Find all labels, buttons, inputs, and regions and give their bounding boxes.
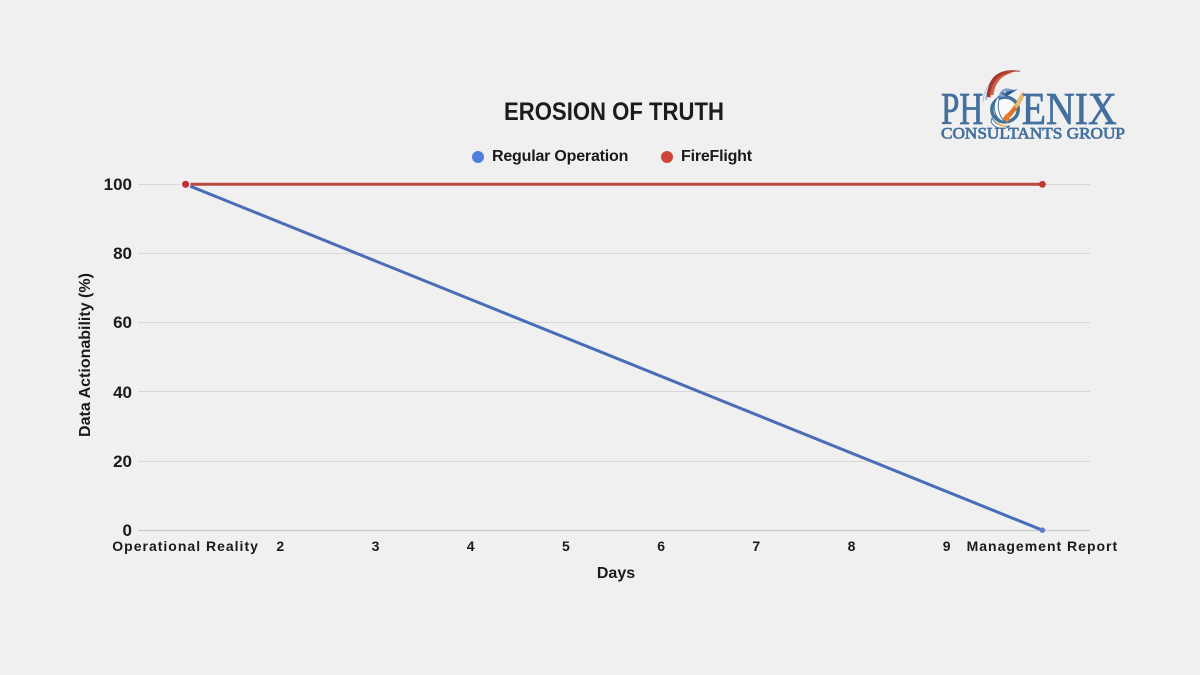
svg-text:CONSULTANTS GROUP: CONSULTANTS GROUP (941, 123, 1125, 142)
svg-text:ENIX: ENIX (1022, 83, 1117, 134)
svg-text:PH: PH (941, 83, 983, 134)
